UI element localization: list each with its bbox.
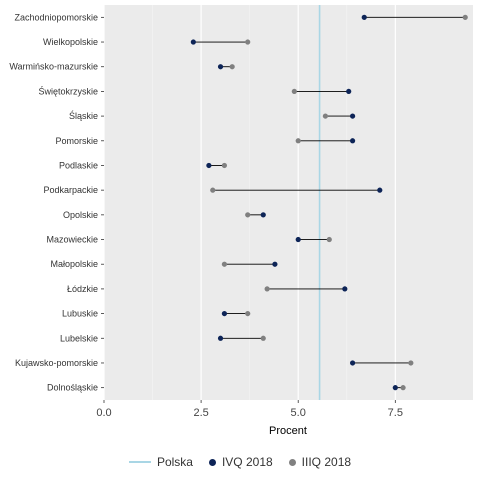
- point-ivq-2018: [361, 14, 367, 20]
- y-tick-label: Podkarpackie: [43, 185, 98, 195]
- point-ivq-2018: [295, 236, 301, 243]
- grid-layer: [103, 5, 396, 400]
- x-tick-label: 7.5: [388, 407, 403, 419]
- chart-legend: Polska IVQ 2018 IIIQ 2018: [0, 450, 480, 474]
- point-iiiq-2018: [221, 162, 228, 169]
- x-axis-title: Procent: [269, 425, 307, 437]
- x-tick-label: 5.0: [291, 407, 306, 419]
- point-iiiq-2018: [221, 261, 228, 267]
- x-tick-label: 2.5: [193, 407, 208, 419]
- y-tick-label: Opolskie: [63, 210, 98, 220]
- point-ivq-2018: [349, 138, 356, 144]
- x-axis-ticks: 0.0 2.5 5.0 7.5: [96, 400, 403, 419]
- y-tick-label: Wielkopolskie: [43, 37, 98, 47]
- segment-layer: [193, 16, 466, 389]
- y-tick-label: Kujawsko-pomorskie: [15, 358, 98, 368]
- point-iiiq-2018: [245, 212, 251, 218]
- plot-panel: [104, 5, 473, 400]
- point-iiiq-2018: [245, 39, 251, 45]
- point-ivq-2018: [217, 335, 224, 341]
- point-iiiq-2018: [260, 335, 266, 341]
- y-tick-label: Podlaskie: [59, 160, 98, 170]
- y-tick-label: Śląskie: [69, 110, 98, 121]
- y-tick-label: Lubelskie: [60, 333, 98, 343]
- point-ivq-2018: [190, 39, 196, 45]
- legend-label-iiiq: IIIQ 2018: [301, 455, 352, 469]
- point-iiiq-2018: [264, 286, 270, 292]
- point-iiiq-2018: [462, 14, 468, 20]
- legend-item-iiiq: IIIQ 2018: [288, 455, 352, 469]
- legend-item-ivq: IVQ 2018: [208, 455, 273, 469]
- legend-label-ivq: IVQ 2018: [221, 455, 273, 469]
- y-tick-label: Zachodniopomorskie: [14, 12, 98, 22]
- point-ivq-2018: [349, 113, 356, 119]
- x-tick-label: 0.0: [96, 407, 111, 419]
- point-layer: [190, 14, 468, 391]
- y-tick-label: Lubuskie: [62, 309, 98, 319]
- point-ivq-2018: [377, 187, 383, 193]
- point-ivq-2018: [221, 310, 228, 317]
- point-iiiq-2018: [291, 88, 297, 95]
- point-iiiq-2018: [245, 310, 251, 317]
- point-iiiq-2018: [322, 113, 328, 119]
- point-ivq-2018: [272, 261, 278, 267]
- point-ivq-2018: [346, 88, 352, 95]
- legend-item-polska: Polska: [128, 455, 193, 469]
- y-tick-label: Łódzkie: [67, 284, 98, 294]
- legend-dot-iiiq: [288, 458, 296, 466]
- point-ivq-2018: [342, 286, 348, 292]
- point-ivq-2018: [206, 162, 212, 169]
- y-axis-ticks: Zachodniopomorskie Wielkopolskie Warmińsko…: [9, 12, 104, 393]
- point-iiiq-2018: [400, 385, 406, 391]
- point-iiiq-2018: [408, 360, 414, 366]
- y-tick-label: Dolnośląskie: [47, 383, 98, 393]
- point-iiiq-2018: [326, 236, 332, 243]
- point-ivq-2018: [349, 360, 356, 366]
- point-iiiq-2018: [229, 64, 235, 70]
- legend-dot-ivq: [208, 458, 216, 466]
- point-ivq-2018: [392, 385, 398, 391]
- y-tick-label: Świętokrzyskie: [38, 85, 98, 96]
- point-ivq-2018: [260, 212, 266, 218]
- legend-line-swatch: [128, 461, 151, 463]
- point-iiiq-2018: [295, 138, 301, 144]
- y-tick-label: Mazowieckie: [46, 235, 98, 245]
- y-tick-label: Warmińsko-mazurskie: [9, 62, 98, 72]
- point-ivq-2018: [217, 64, 224, 70]
- y-tick-label: Małopolskie: [50, 259, 98, 269]
- y-tick-label: Pomorskie: [55, 136, 98, 146]
- legend-label-polska: Polska: [156, 455, 193, 469]
- point-iiiq-2018: [210, 187, 216, 193]
